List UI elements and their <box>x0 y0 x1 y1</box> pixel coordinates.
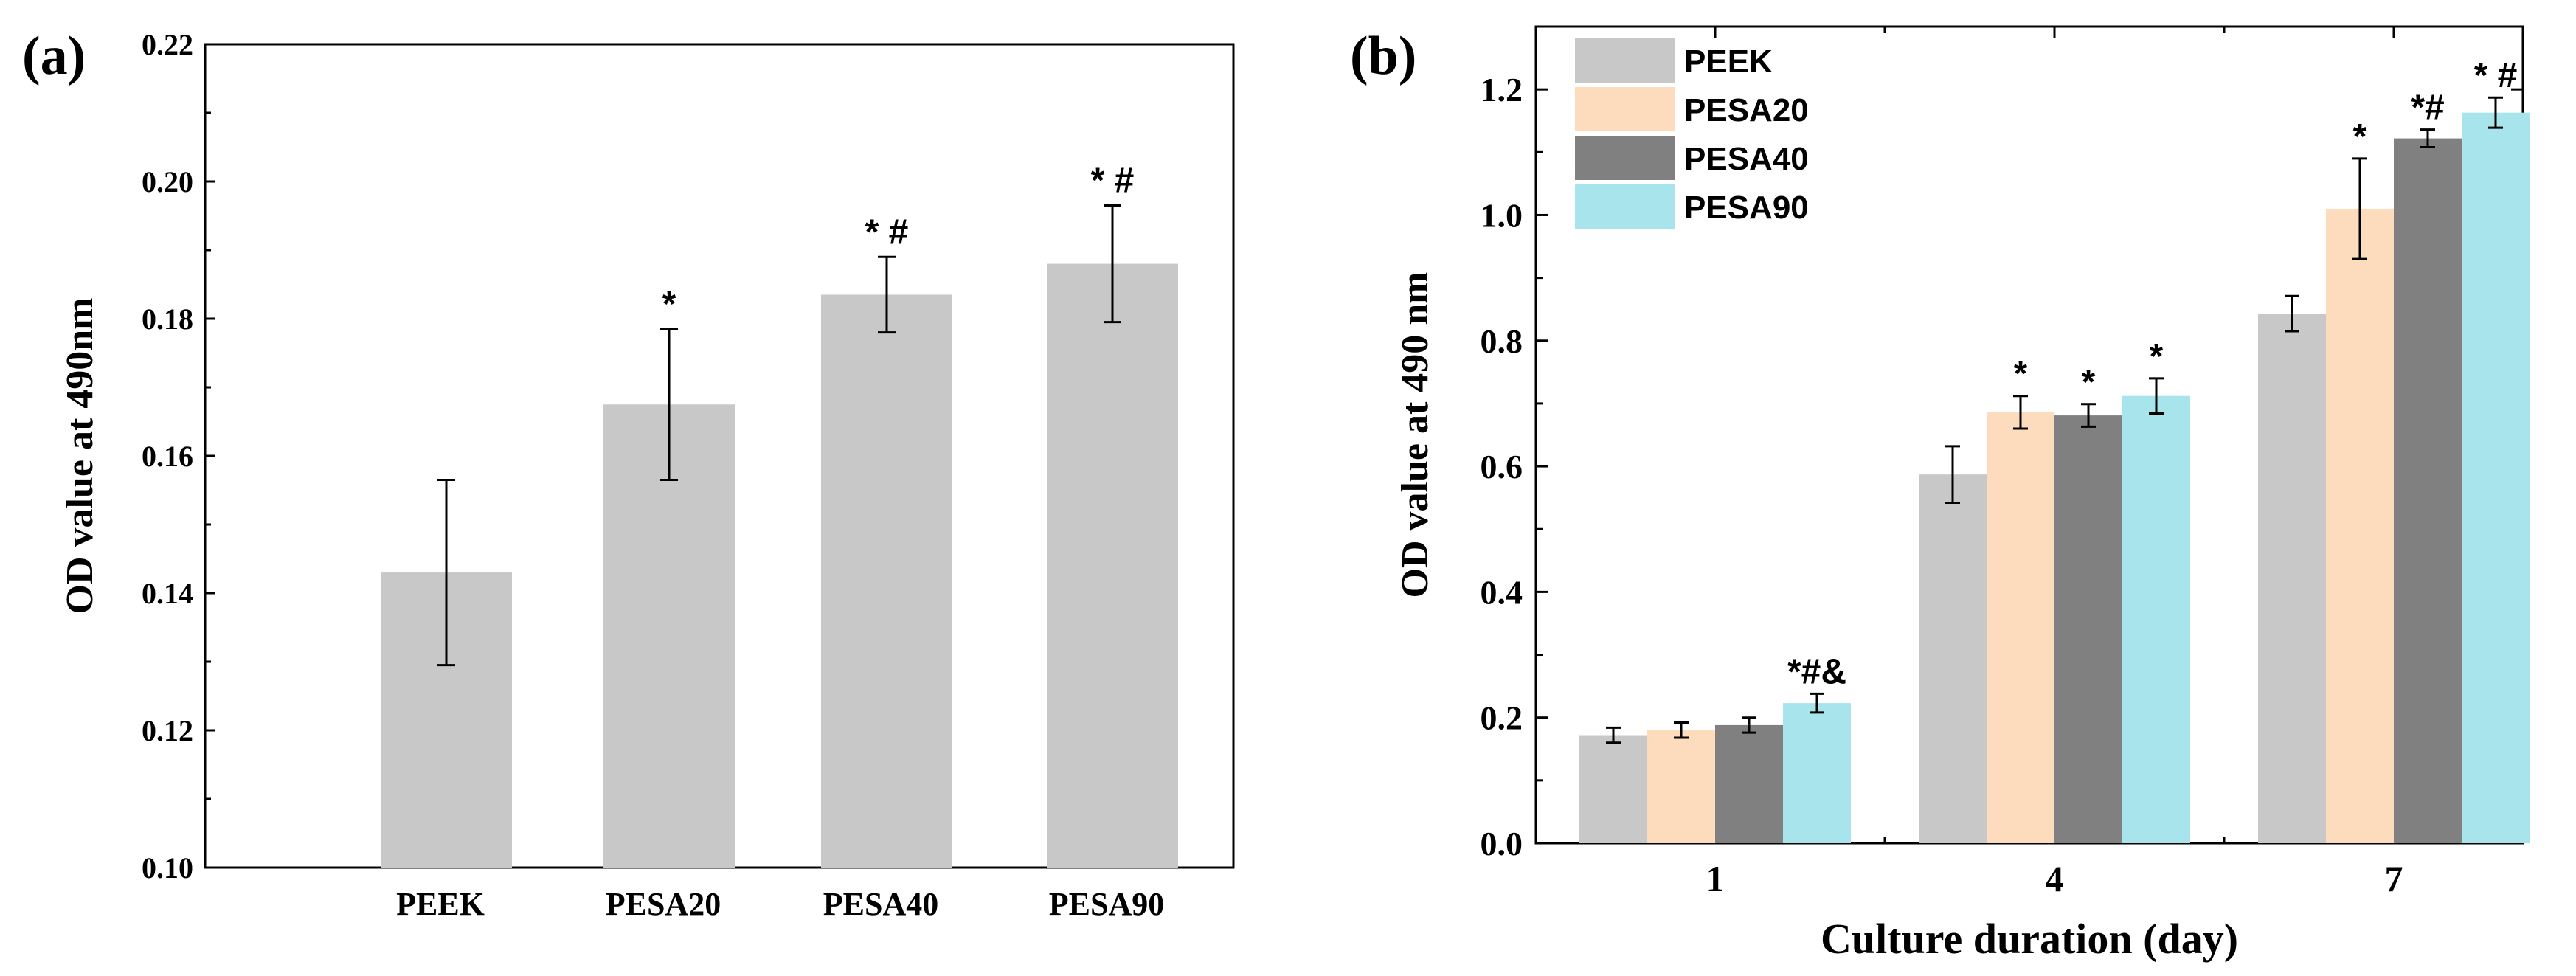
legend-label: PEEK <box>1684 44 1773 80</box>
bar <box>1047 263 1178 868</box>
y-tick-label: 1.2 <box>1481 71 1523 108</box>
significance-label: * <box>2150 337 2164 376</box>
bar <box>2394 138 2462 843</box>
y-tick-label: 0.14 <box>142 577 193 610</box>
x-category-label: PESA90 <box>1049 886 1164 922</box>
y-axis-title: OD value at 490nm <box>59 298 101 615</box>
legend-label: PESA20 <box>1684 92 1809 128</box>
x-category-label: PESA40 <box>823 886 938 922</box>
bar <box>1715 724 1783 843</box>
x-axis-title: Culture duration (day) <box>1821 915 2238 963</box>
panel-label: (a) <box>22 26 86 86</box>
y-tick-label: 0.16 <box>142 440 193 473</box>
panel-label: (b) <box>1350 26 1416 86</box>
significance-label: * <box>2014 355 2028 394</box>
x-category-label: PEEK <box>396 886 485 922</box>
panel-a: (a) 0.10 0.12 0.14 0.16 0.18 0.20 0.22 PEEK * PESA… <box>22 26 1235 922</box>
y-tick-label: 0.6 <box>1481 448 1523 485</box>
y-tick-label: 0.22 <box>142 28 193 61</box>
significance-label: * <box>662 285 676 324</box>
significance-label: * <box>2353 117 2367 156</box>
bar <box>2258 314 2326 843</box>
x-category-label: 4 <box>2046 858 2064 899</box>
bar <box>1647 730 1715 843</box>
bar <box>1579 735 1647 843</box>
bar <box>1919 474 1987 843</box>
x-category-label: PESA20 <box>606 886 721 922</box>
bar <box>2326 208 2394 843</box>
bar <box>821 294 952 868</box>
x-category-label: 7 <box>2385 858 2403 899</box>
legend-swatch <box>1575 87 1675 131</box>
x-category-label: 1 <box>1706 858 1725 899</box>
bar <box>1783 703 1851 843</box>
y-tick-label: 0.4 <box>1481 573 1523 611</box>
y-tick-label: 0.10 <box>142 851 193 885</box>
significance-label: * <box>2082 363 2096 402</box>
bar <box>2122 395 2190 843</box>
legend-swatch <box>1575 184 1675 229</box>
significance-label: * # <box>1091 162 1135 201</box>
significance-label: * # <box>865 212 909 252</box>
y-tick-label: 0.20 <box>142 165 193 198</box>
legend-swatch <box>1575 38 1675 83</box>
y-tick-label: 0.12 <box>142 714 193 747</box>
bar <box>2054 415 2122 843</box>
bar <box>1987 412 2054 843</box>
y-tick-label: 0.8 <box>1481 322 1523 360</box>
y-tick-label: 0.18 <box>142 302 193 336</box>
panel-b: (b) 0.0 0.2 0.4 0.6 0.8 1.0 1.2 1 *#& 4 * * * 7 * *# * # P… <box>1350 25 2530 963</box>
y-tick-label: 0.2 <box>1481 699 1523 737</box>
legend-label: PESA40 <box>1684 141 1809 177</box>
y-tick-label: 0.0 <box>1481 825 1523 862</box>
significance-label: *# <box>2411 89 2444 128</box>
y-axis-title: OD value at 490 nm <box>1394 272 1436 598</box>
bar <box>2462 112 2530 843</box>
significance-label: *#& <box>1787 652 1846 691</box>
significance-label: * # <box>2474 56 2518 95</box>
legend-swatch <box>1575 136 1675 180</box>
bar <box>603 404 735 868</box>
legend-label: PESA90 <box>1684 190 1809 226</box>
y-tick-label: 1.0 <box>1481 196 1523 234</box>
